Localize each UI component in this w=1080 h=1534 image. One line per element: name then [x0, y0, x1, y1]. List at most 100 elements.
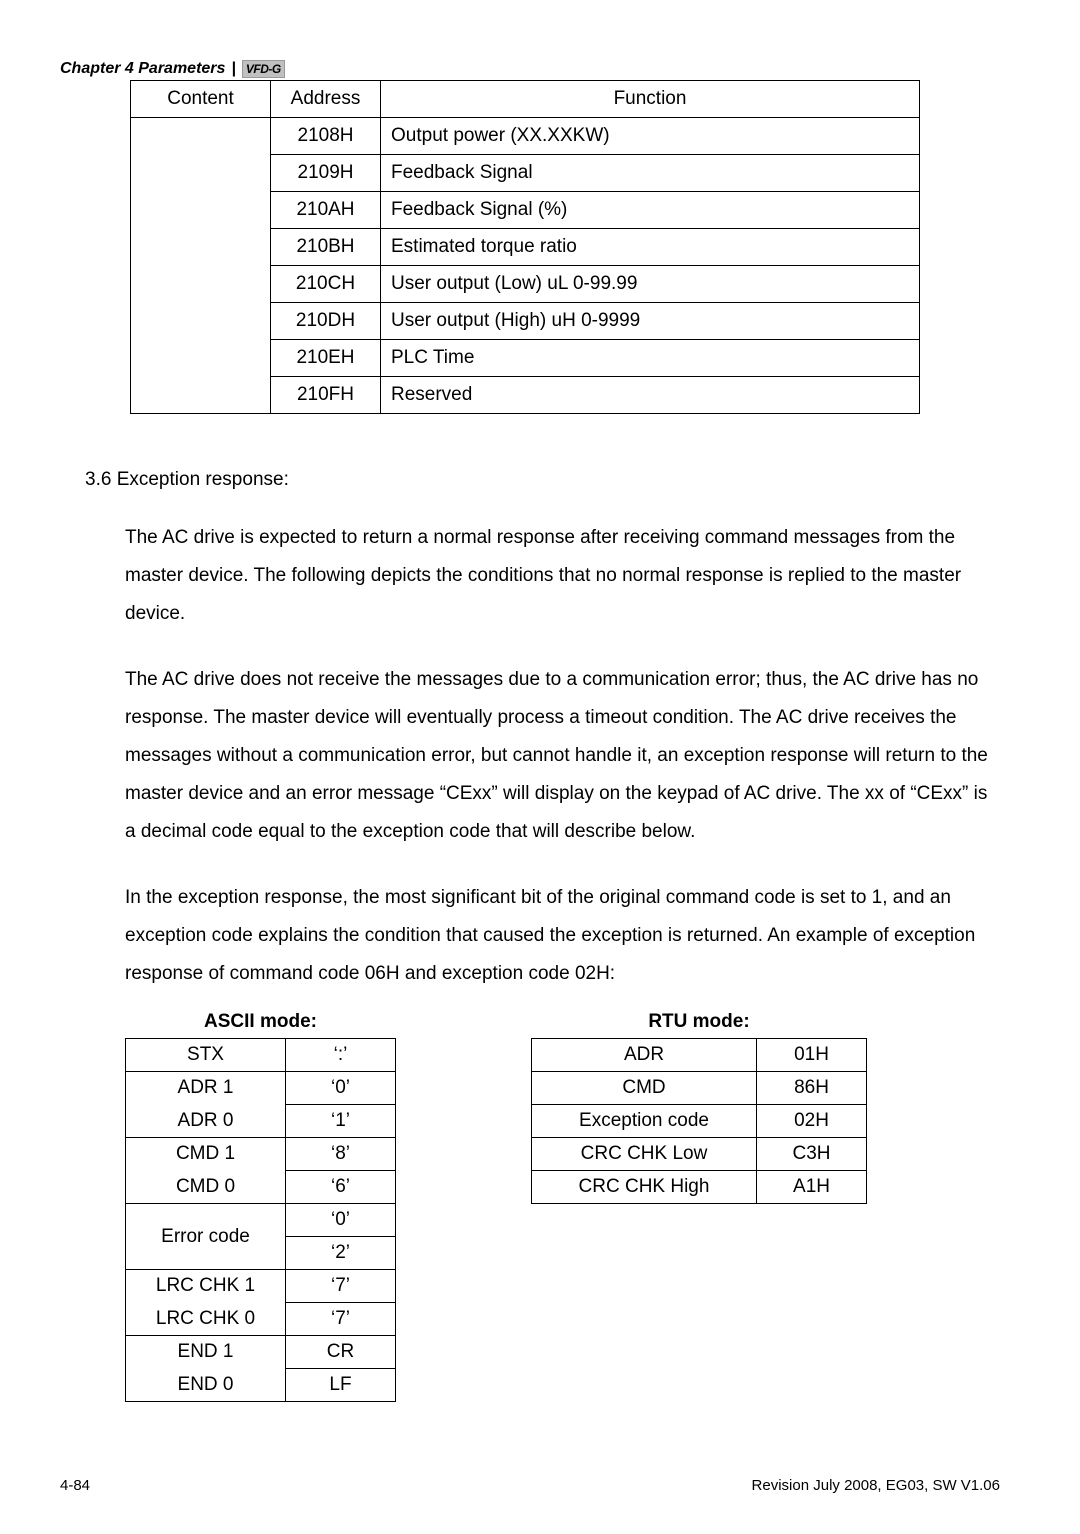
address-cell: 210FH: [271, 377, 381, 414]
ascii-mode-block: ASCII mode: STX ‘:’ ADR 1 ‘0’ ADR 0 ‘1’ …: [125, 1011, 396, 1402]
table-row: ADR 0 ‘1’: [126, 1105, 396, 1138]
table-row: 210CH User output (Low) uL 0-99.99: [131, 266, 920, 303]
function-cell: PLC Time: [381, 340, 920, 377]
section-title: 3.6 Exception response:: [85, 469, 1000, 491]
table-row: LRC CHK 0 ‘7’: [126, 1303, 396, 1336]
body-paragraph: In the exception response, the most sign…: [125, 879, 990, 993]
rtu-label: CMD: [532, 1072, 757, 1105]
table-row: Exception code 02H: [532, 1105, 867, 1138]
content-cell-empty: [131, 155, 271, 192]
table-row: END 1 CR: [126, 1336, 396, 1369]
ascii-label: Error code: [126, 1204, 286, 1270]
address-cell: 210CH: [271, 266, 381, 303]
address-cell: 210AH: [271, 192, 381, 229]
header-separator: |: [231, 60, 235, 78]
ascii-label: ADR 1: [126, 1072, 286, 1105]
page-number: 4-84: [60, 1477, 90, 1494]
table-row: CRC CHK High A1H: [532, 1171, 867, 1204]
table-row: CRC CHK Low C3H: [532, 1138, 867, 1171]
function-cell: Output power (XX.XXKW): [381, 118, 920, 155]
rtu-value: C3H: [757, 1138, 867, 1171]
body-paragraph: The AC drive does not receive the messag…: [125, 661, 990, 851]
function-cell: User output (Low) uL 0-99.99: [381, 266, 920, 303]
mode-tables-container: ASCII mode: STX ‘:’ ADR 1 ‘0’ ADR 0 ‘1’ …: [125, 1011, 1000, 1402]
ascii-value: ‘7’: [286, 1303, 396, 1336]
ascii-mode-title: ASCII mode:: [125, 1011, 396, 1033]
table-row: Error code ‘0’: [126, 1204, 396, 1237]
rtu-mode-title: RTU mode:: [531, 1011, 867, 1033]
ascii-label: LRC CHK 1: [126, 1270, 286, 1303]
body-paragraph: The AC drive is expected to return a nor…: [125, 519, 990, 633]
content-cell-empty: [131, 377, 271, 414]
rtu-label: Exception code: [532, 1105, 757, 1138]
rtu-value: 02H: [757, 1105, 867, 1138]
rtu-label: ADR: [532, 1039, 757, 1072]
ascii-value: ‘1’: [286, 1105, 396, 1138]
content-cell-empty: [131, 266, 271, 303]
ascii-value: ‘:’: [286, 1039, 396, 1072]
chapter-label: Chapter 4 Parameters: [60, 60, 225, 78]
table-row: CMD 86H: [532, 1072, 867, 1105]
ascii-value: ‘0’: [286, 1072, 396, 1105]
col-header-content: Content: [131, 81, 271, 118]
ascii-mode-table: STX ‘:’ ADR 1 ‘0’ ADR 0 ‘1’ CMD 1 ‘8’ CM…: [125, 1038, 396, 1402]
rtu-mode-block: RTU mode: ADR 01H CMD 86H Exception code…: [531, 1011, 867, 1402]
table-row: 210BH Estimated torque ratio: [131, 229, 920, 266]
content-cell-empty: [131, 229, 271, 266]
rtu-value: 86H: [757, 1072, 867, 1105]
ascii-value: ‘7’: [286, 1270, 396, 1303]
ascii-value: ‘2’: [286, 1237, 396, 1270]
function-cell: Estimated torque ratio: [381, 229, 920, 266]
content-cell-empty: [131, 118, 271, 155]
col-header-function: Function: [381, 81, 920, 118]
address-cell: 210DH: [271, 303, 381, 340]
rtu-value: A1H: [757, 1171, 867, 1204]
function-cell: Feedback Signal (%): [381, 192, 920, 229]
table-row: STX ‘:’: [126, 1039, 396, 1072]
ascii-value: ‘0’: [286, 1204, 396, 1237]
revision-text: Revision July 2008, EG03, SW V1.06: [752, 1477, 1000, 1494]
ascii-label: ADR 0: [126, 1105, 286, 1138]
ascii-value: ‘6’: [286, 1171, 396, 1204]
table-row: LRC CHK 1 ‘7’: [126, 1270, 396, 1303]
ascii-value: ‘8’: [286, 1138, 396, 1171]
table-row: END 0 LF: [126, 1369, 396, 1402]
table-header-row: Content Address Function: [131, 81, 920, 118]
function-cell: Reserved: [381, 377, 920, 414]
chapter-header: Chapter 4 Parameters | VFD-G: [60, 60, 1000, 78]
address-cell: 210EH: [271, 340, 381, 377]
table-row: ADR 1 ‘0’: [126, 1072, 396, 1105]
function-cell: Feedback Signal: [381, 155, 920, 192]
ascii-label: END 1: [126, 1336, 286, 1369]
col-header-address: Address: [271, 81, 381, 118]
address-cell: 210BH: [271, 229, 381, 266]
ascii-label: CMD 0: [126, 1171, 286, 1204]
content-cell-empty: [131, 340, 271, 377]
table-row: ADR 01H: [532, 1039, 867, 1072]
table-row: 210AH Feedback Signal (%): [131, 192, 920, 229]
content-cell-empty: [131, 303, 271, 340]
address-cell: 2109H: [271, 155, 381, 192]
table-row: 210EH PLC Time: [131, 340, 920, 377]
ascii-label: END 0: [126, 1369, 286, 1402]
table-row: CMD 0 ‘6’: [126, 1171, 396, 1204]
address-function-table: Content Address Function 2108H Output po…: [130, 80, 920, 414]
content-cell-empty: [131, 192, 271, 229]
function-cell: User output (High) uH 0-9999: [381, 303, 920, 340]
rtu-mode-table: ADR 01H CMD 86H Exception code 02H CRC C…: [531, 1038, 867, 1204]
product-logo: VFD-G: [242, 60, 285, 78]
rtu-value: 01H: [757, 1039, 867, 1072]
ascii-value: CR: [286, 1336, 396, 1369]
table-row: CMD 1 ‘8’: [126, 1138, 396, 1171]
rtu-label: CRC CHK Low: [532, 1138, 757, 1171]
table-row: 2109H Feedback Signal: [131, 155, 920, 192]
table-row: 210FH Reserved: [131, 377, 920, 414]
ascii-value: LF: [286, 1369, 396, 1402]
table-row: 210DH User output (High) uH 0-9999: [131, 303, 920, 340]
table-row: 2108H Output power (XX.XXKW): [131, 118, 920, 155]
rtu-label: CRC CHK High: [532, 1171, 757, 1204]
ascii-label: STX: [126, 1039, 286, 1072]
page-footer: 4-84 Revision July 2008, EG03, SW V1.06: [60, 1477, 1000, 1494]
ascii-label: CMD 1: [126, 1138, 286, 1171]
address-cell: 2108H: [271, 118, 381, 155]
